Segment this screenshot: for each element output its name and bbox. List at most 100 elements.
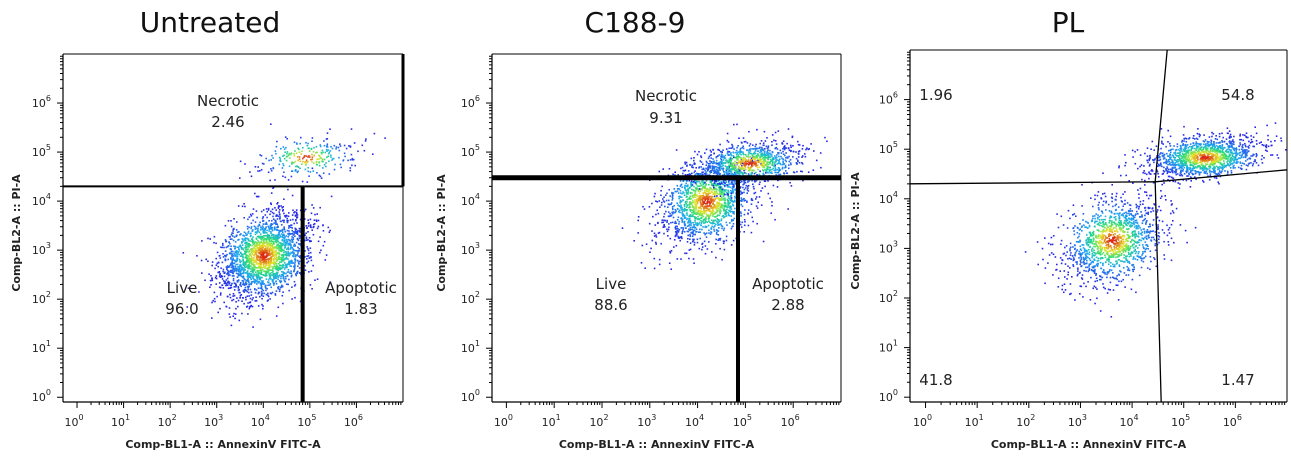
- event-dot: [700, 204, 703, 206]
- event-dot: [259, 244, 261, 247]
- event-dot: [307, 249, 310, 252]
- event-dot: [700, 211, 702, 214]
- event-dot: [296, 214, 299, 216]
- event-dot: [287, 269, 290, 271]
- event-dot: [717, 205, 719, 208]
- event-dot: [738, 151, 741, 153]
- event-dot: [759, 181, 761, 183]
- event-dot: [269, 236, 272, 239]
- event-dot: [322, 160, 324, 163]
- event-dot: [723, 189, 726, 191]
- event-dot: [683, 210, 686, 212]
- event-dot: [256, 277, 258, 279]
- event-dot: [269, 269, 272, 271]
- event-dot: [312, 226, 314, 229]
- event-dot: [286, 247, 289, 250]
- event-dot: [236, 280, 239, 283]
- event-dot: [350, 128, 353, 130]
- event-dot: [281, 267, 283, 270]
- event-dot: [246, 250, 248, 252]
- event-dot: [706, 197, 708, 199]
- event-dot: [257, 276, 259, 279]
- event-dot: [724, 215, 726, 218]
- event-dot: [731, 147, 734, 149]
- event-dot: [331, 147, 334, 150]
- event-dot: [291, 236, 293, 238]
- event-dot: [754, 158, 757, 160]
- event-dot: [730, 244, 733, 246]
- event-dot: [260, 270, 263, 272]
- event-dot: [278, 229, 280, 232]
- event-dot: [316, 158, 319, 160]
- event-dot: [255, 238, 258, 240]
- event-dot: [256, 273, 258, 275]
- event-dot: [269, 224, 272, 226]
- event-dot: [266, 300, 269, 302]
- event-dot: [242, 297, 244, 299]
- event-dot: [713, 187, 715, 189]
- event-dot: [703, 185, 705, 188]
- event-dot: [245, 259, 248, 262]
- event-dot: [268, 159, 270, 162]
- event-dot: [653, 267, 656, 270]
- event-dot: [276, 235, 279, 238]
- event-dot: [249, 297, 252, 300]
- event-dot: [743, 188, 746, 191]
- event-dot: [340, 166, 342, 169]
- event-dot: [244, 268, 246, 271]
- event-dot: [261, 267, 264, 269]
- event-dot: [690, 203, 692, 205]
- event-dot: [680, 205, 682, 208]
- event-dot: [254, 260, 256, 262]
- event-dot: [291, 240, 293, 242]
- event-dot: [229, 238, 232, 240]
- event-dot: [256, 256, 259, 258]
- event-dot: [271, 249, 274, 251]
- event-dot: [384, 137, 386, 139]
- event-dot: [676, 202, 678, 204]
- event-dot: [232, 254, 234, 257]
- event-dot: [258, 242, 261, 244]
- event-dot: [257, 229, 259, 231]
- event-dot: [675, 234, 677, 237]
- event-dot: [259, 269, 262, 272]
- event-dot: [733, 184, 735, 187]
- event-dot: [234, 255, 236, 257]
- event-dot: [290, 261, 292, 264]
- event-dot: [256, 263, 259, 265]
- event-dot: [349, 169, 352, 172]
- event-dot: [682, 172, 684, 175]
- event-dot: [717, 224, 719, 226]
- event-dot: [270, 223, 273, 225]
- event-dot: [779, 169, 781, 171]
- event-dot: [288, 165, 291, 168]
- event-dot: [272, 259, 275, 262]
- event-dot: [290, 175, 293, 178]
- event-dot: [705, 179, 708, 182]
- event-dot: [750, 166, 753, 168]
- event-dot: [747, 166, 750, 168]
- event-dot: [239, 297, 241, 299]
- event-dot: [297, 159, 299, 162]
- event-dot: [750, 163, 753, 166]
- event-dot: [277, 207, 280, 209]
- event-dot: [258, 235, 260, 238]
- event-dot: [746, 200, 748, 203]
- event-dot: [723, 209, 725, 211]
- event-dot: [252, 251, 254, 253]
- event-dot: [239, 177, 241, 179]
- event-dot: [236, 263, 239, 266]
- event-dot: [798, 150, 801, 152]
- event-dot: [280, 286, 283, 288]
- event-dot: [669, 195, 671, 197]
- event-dot: [235, 269, 238, 271]
- event-dot: [788, 167, 790, 170]
- event-dot: [778, 170, 780, 172]
- flow-cytometry-plot: 100 101 102 103 104 105 1061001011021031041051…: [435, 53, 842, 451]
- event-dot: [665, 194, 667, 196]
- event-dot: [304, 218, 306, 220]
- event-dot: [259, 233, 262, 235]
- event-dot: [704, 198, 706, 201]
- event-dot: [273, 248, 275, 250]
- event-dot: [262, 244, 264, 246]
